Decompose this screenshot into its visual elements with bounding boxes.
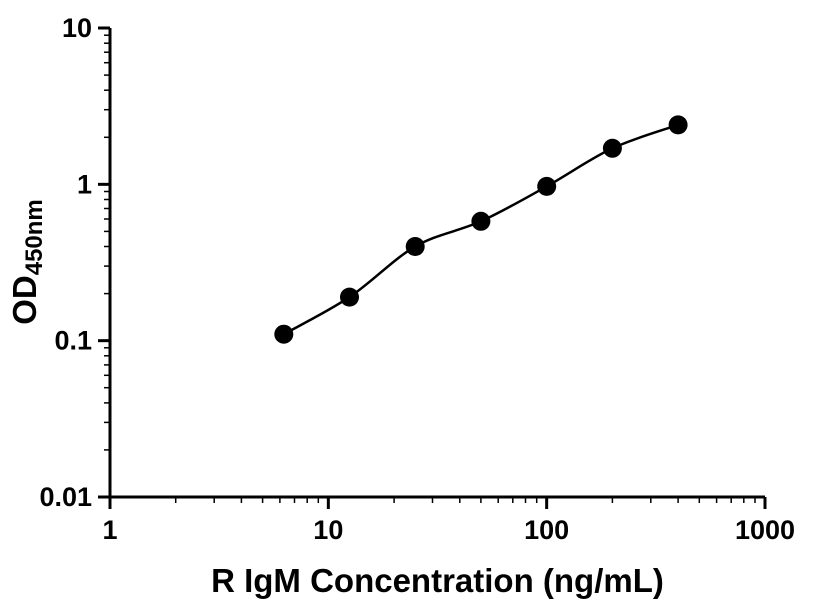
data-point-5 (602, 138, 622, 158)
y-tick-label: 10 (62, 13, 92, 43)
data-points (274, 115, 688, 344)
data-point-0 (274, 324, 294, 344)
y-axis-title-sub: 450nm (21, 199, 48, 275)
y-axis-title: OD450nm (6, 199, 48, 325)
data-point-1 (340, 287, 359, 307)
x-axis-title: R IgM Concentration (ng/mL) (211, 562, 664, 599)
x-tick-label: 1000 (735, 515, 795, 545)
x-tick-label: 10 (313, 515, 343, 545)
y-tick-label: 0.1 (54, 326, 92, 356)
data-point-2 (405, 237, 425, 256)
y-tick-label: 0.01 (39, 482, 92, 512)
y-minor-ticks (104, 34, 110, 451)
data-point-3 (471, 211, 491, 231)
data-point-4 (537, 176, 557, 196)
y-tick-label: 1 (77, 169, 92, 199)
x-tick-label: 100 (524, 515, 569, 545)
x-tick-label: 1 (102, 515, 117, 545)
y-axis-title-main: OD (6, 275, 43, 325)
data-point-6 (668, 115, 688, 135)
x-minor-ticks (174, 497, 756, 503)
